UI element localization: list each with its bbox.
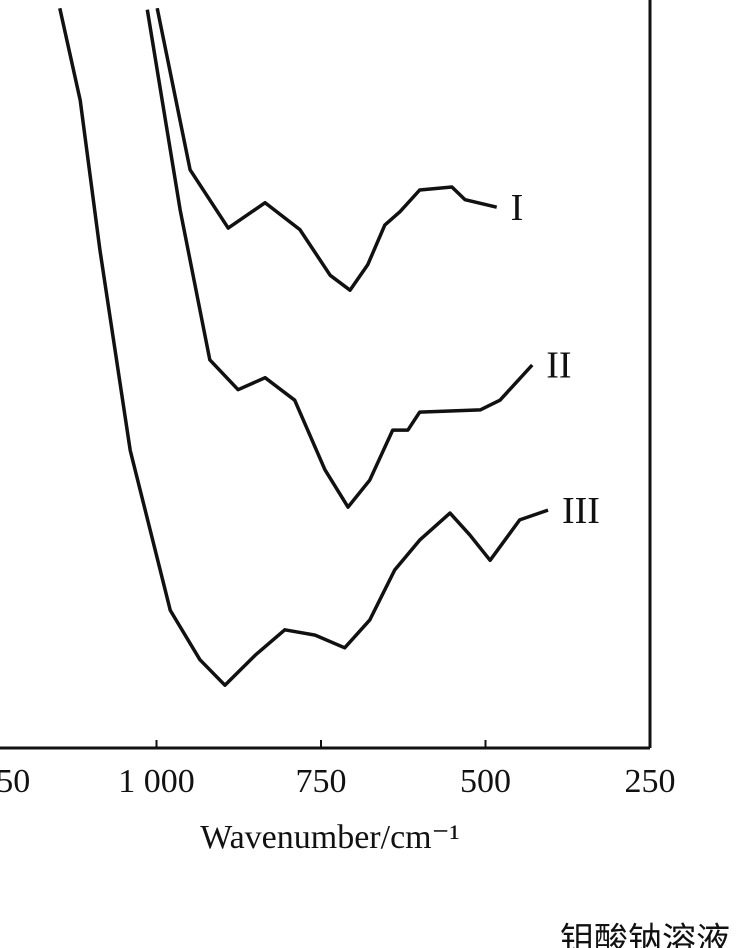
x-tick-label: 1 250: [0, 763, 30, 800]
caption: 钼酸钠溶液: [560, 921, 730, 948]
spectrum-line: [58, 7, 549, 687]
x-tick-label: 250: [625, 763, 676, 800]
x-tick-label: 1 000: [118, 763, 195, 800]
series-label: II: [546, 345, 571, 387]
x-tick-label: 750: [296, 763, 347, 800]
x-axis-title: Wavenumber/cm⁻¹: [200, 819, 460, 856]
x-tick-label: 500: [460, 763, 511, 800]
series-label: I: [511, 187, 524, 229]
series-label: III: [562, 490, 600, 532]
spectrum-line: [155, 7, 498, 292]
spectrum-line: [145, 9, 534, 509]
